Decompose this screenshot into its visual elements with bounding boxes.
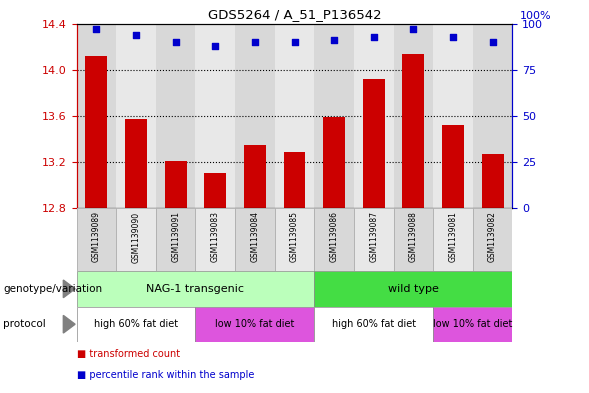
Bar [85, 56, 107, 208]
Bar [77, 208, 116, 271]
Bar [156, 208, 196, 271]
Bar [235, 24, 274, 208]
Point [290, 39, 299, 45]
Bar [274, 24, 315, 208]
Point [329, 37, 339, 43]
Point [131, 31, 141, 38]
Bar [442, 125, 464, 208]
Bar [125, 119, 147, 208]
Point [171, 39, 180, 45]
Text: ■ transformed count: ■ transformed count [77, 349, 180, 359]
Bar [433, 24, 473, 208]
Bar [482, 154, 504, 208]
Bar [204, 173, 226, 208]
Title: GDS5264 / A_51_P136542: GDS5264 / A_51_P136542 [208, 8, 381, 21]
Point [448, 33, 458, 40]
Text: GSM1139091: GSM1139091 [171, 211, 180, 263]
Bar [235, 208, 274, 271]
Bar [77, 307, 196, 342]
Text: protocol: protocol [3, 319, 46, 329]
Text: GSM1139089: GSM1139089 [92, 211, 101, 263]
Bar [315, 24, 354, 208]
Bar [354, 208, 393, 271]
Bar [196, 24, 235, 208]
Point [369, 33, 379, 40]
Bar [323, 117, 345, 208]
Text: wild type: wild type [388, 284, 439, 294]
Bar [116, 208, 156, 271]
Bar [283, 152, 305, 208]
Text: GSM1139088: GSM1139088 [409, 211, 418, 262]
Bar [156, 24, 196, 208]
Text: high 60% fat diet: high 60% fat diet [94, 319, 178, 329]
Bar [315, 271, 512, 307]
Text: 100%: 100% [519, 11, 551, 21]
Text: GSM1139085: GSM1139085 [290, 211, 299, 263]
Bar [244, 145, 266, 208]
Bar [165, 161, 187, 208]
Bar [393, 24, 433, 208]
Text: GSM1139084: GSM1139084 [250, 211, 259, 263]
Bar [77, 271, 315, 307]
Bar [402, 53, 424, 208]
Text: GSM1139087: GSM1139087 [369, 211, 378, 263]
Bar [116, 24, 156, 208]
Text: GSM1139083: GSM1139083 [211, 211, 220, 263]
Point [210, 42, 220, 49]
Polygon shape [64, 315, 75, 333]
Bar [473, 24, 512, 208]
Text: genotype/variation: genotype/variation [3, 284, 102, 294]
Text: GSM1139086: GSM1139086 [330, 211, 339, 263]
Text: ■ percentile rank within the sample: ■ percentile rank within the sample [77, 370, 254, 380]
Bar [354, 24, 393, 208]
Bar [315, 307, 433, 342]
Point [250, 39, 260, 45]
Bar [274, 208, 315, 271]
Polygon shape [64, 280, 75, 298]
Text: NAG-1 transgenic: NAG-1 transgenic [147, 284, 244, 294]
Text: GSM1139081: GSM1139081 [448, 211, 458, 262]
Bar [315, 208, 354, 271]
Bar [393, 208, 433, 271]
Text: GSM1139082: GSM1139082 [488, 211, 497, 262]
Point [488, 39, 497, 45]
Text: high 60% fat diet: high 60% fat diet [332, 319, 416, 329]
Bar [433, 307, 512, 342]
Bar [77, 24, 116, 208]
Bar [196, 307, 315, 342]
Point [92, 26, 101, 32]
Text: GSM1139090: GSM1139090 [131, 211, 141, 263]
Bar [433, 208, 473, 271]
Text: low 10% fat diet: low 10% fat diet [215, 319, 294, 329]
Bar [473, 208, 512, 271]
Point [409, 26, 418, 32]
Bar [363, 79, 385, 208]
Text: low 10% fat diet: low 10% fat diet [433, 319, 512, 329]
Bar [196, 208, 235, 271]
